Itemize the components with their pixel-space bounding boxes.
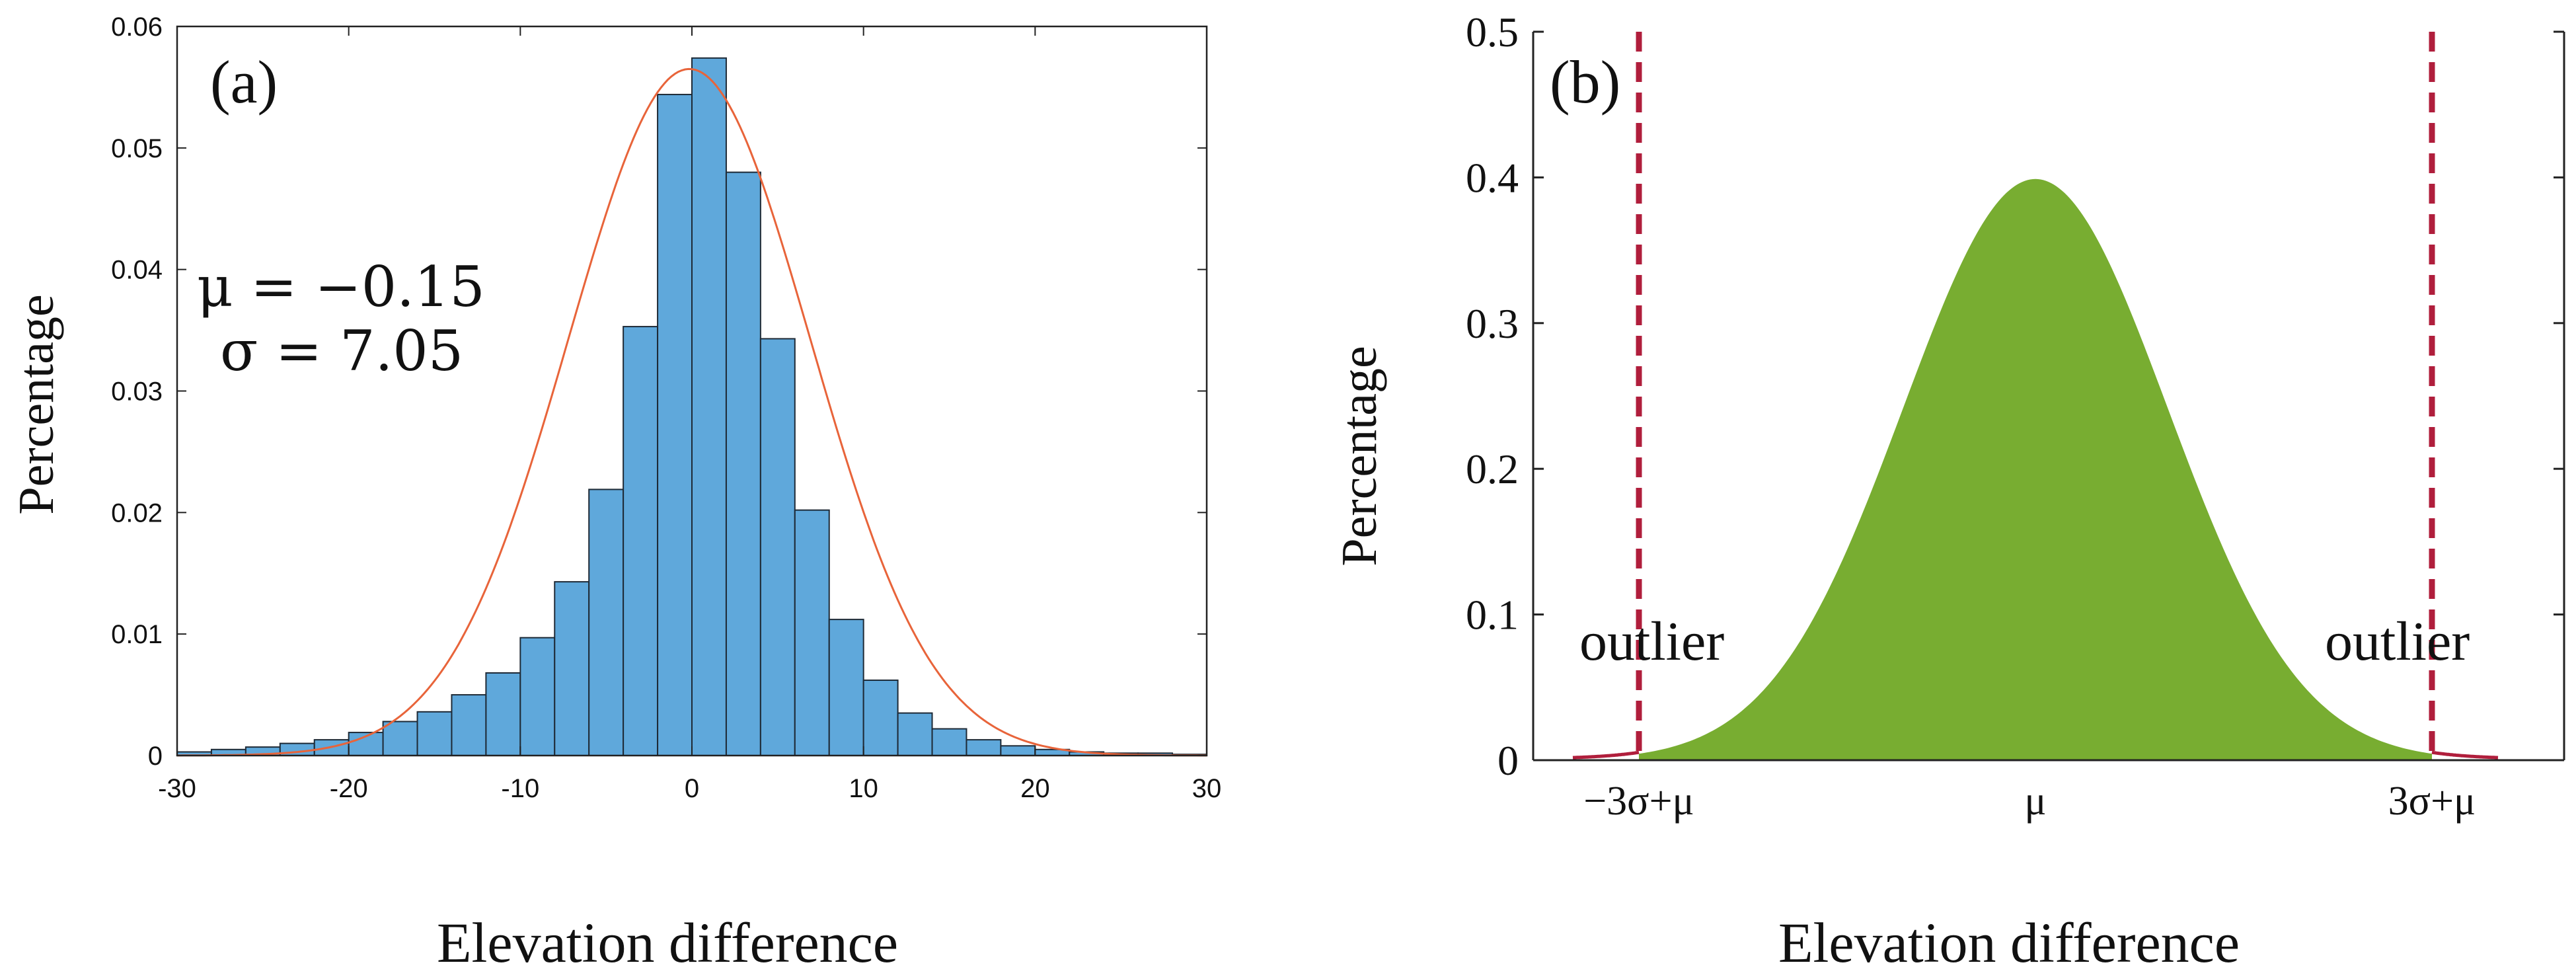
histogram-bar xyxy=(691,57,727,757)
panel-b-normal-distribution: 00.10.20.30.40.5 −3σ+μ μ 3σ+μ (b) outlier … xyxy=(1332,9,2565,974)
y-tick-label-a: 0.05 xyxy=(111,134,163,163)
histogram-bar xyxy=(485,672,521,757)
y-tick-label-b: 0 xyxy=(1497,737,1519,784)
outlier-label-left: outlier xyxy=(1579,611,1724,672)
y-axis-a: 0 0.01 0.02 0.03 0.04 0.05 0.06 xyxy=(111,13,1207,771)
y-axis-label-a: Percentage xyxy=(9,294,64,514)
histogram-bar xyxy=(519,637,556,756)
panel-a-histogram: -30 -20 -10 0 10 20 30 0 0.01 0.02 0.03 0.04 0.05 0.… xyxy=(9,13,1221,974)
histogram-bar xyxy=(554,581,590,756)
histogram-bar xyxy=(382,721,418,756)
histogram-bar xyxy=(657,93,693,757)
y-tick-label-a: 0.01 xyxy=(111,620,163,649)
x-axis-label-a: Elevation difference xyxy=(437,911,898,974)
x-tick-label-a: 0 xyxy=(685,774,699,803)
y-axis-label-b: Percentage xyxy=(1332,346,1387,566)
y-tick-label-b: 0.4 xyxy=(1466,154,1519,201)
histogram-bar xyxy=(794,509,830,756)
histogram-bar xyxy=(588,488,625,757)
histogram-bar xyxy=(416,711,453,756)
y-tick-label-b: 0.2 xyxy=(1466,446,1519,492)
histogram-bar xyxy=(931,728,967,756)
histogram-bar xyxy=(623,326,659,756)
x-tick-label-a: -20 xyxy=(330,774,368,803)
y-tick-label-b: 0.5 xyxy=(1466,9,1519,56)
x-tick-label-b: μ xyxy=(2024,779,2046,824)
mu-annotation: μ = −0.15 xyxy=(197,254,485,319)
x-tick-label-a: -30 xyxy=(158,774,196,803)
outlier-tail xyxy=(2431,750,2499,760)
y-tick-label-a: 0.02 xyxy=(111,498,163,528)
histogram-bar xyxy=(828,619,864,757)
x-tick-label-a: 10 xyxy=(849,774,878,803)
x-tick-label-a: 20 xyxy=(1020,774,1050,803)
panel-label-b: (b) xyxy=(1550,48,1620,116)
x-tick-label-a: -10 xyxy=(501,774,539,803)
histogram-bar xyxy=(1000,745,1036,757)
outlier-tails xyxy=(1572,750,2499,760)
x-axis-label-b: Elevation difference xyxy=(1778,911,2240,974)
y-tick-label-a: 0 xyxy=(148,742,163,771)
histogram-bar xyxy=(897,712,933,756)
y-tick-label-b: 0.3 xyxy=(1466,300,1519,347)
x-tick-label-b: 3σ+μ xyxy=(2388,779,2476,824)
histogram-bar xyxy=(862,680,899,756)
x-axis-b: −3σ+μ μ 3σ+μ xyxy=(1583,779,2476,824)
bell-curve-area xyxy=(1639,178,2432,760)
axes-b xyxy=(1532,32,2565,762)
histogram-bar xyxy=(759,338,796,756)
panel-label-a: (a) xyxy=(210,48,278,116)
outlier-tail xyxy=(1572,750,1640,760)
y-axis-b: 0 0.1 0.2 0.3 0.4 0.5 xyxy=(1466,9,2564,784)
histogram-bars xyxy=(176,57,1207,757)
x-tick-label-a: 30 xyxy=(1192,774,1222,803)
y-tick-label-a: 0.06 xyxy=(111,13,163,42)
normal-fit-curve xyxy=(177,67,1207,757)
histogram-bar xyxy=(451,694,487,757)
y-tick-label-b: 0.1 xyxy=(1466,592,1519,639)
outlier-label-right: outlier xyxy=(2325,611,2470,672)
y-tick-label-a: 0.04 xyxy=(111,256,163,285)
histogram-bar xyxy=(966,739,1002,757)
x-axis-a: -30 -20 -10 0 10 20 30 xyxy=(158,26,1221,803)
y-tick-label-a: 0.03 xyxy=(111,377,163,407)
histogram-bar xyxy=(725,171,761,757)
x-tick-label-b: −3σ+μ xyxy=(1583,779,1694,824)
sigma-annotation: σ = 7.05 xyxy=(220,319,463,383)
